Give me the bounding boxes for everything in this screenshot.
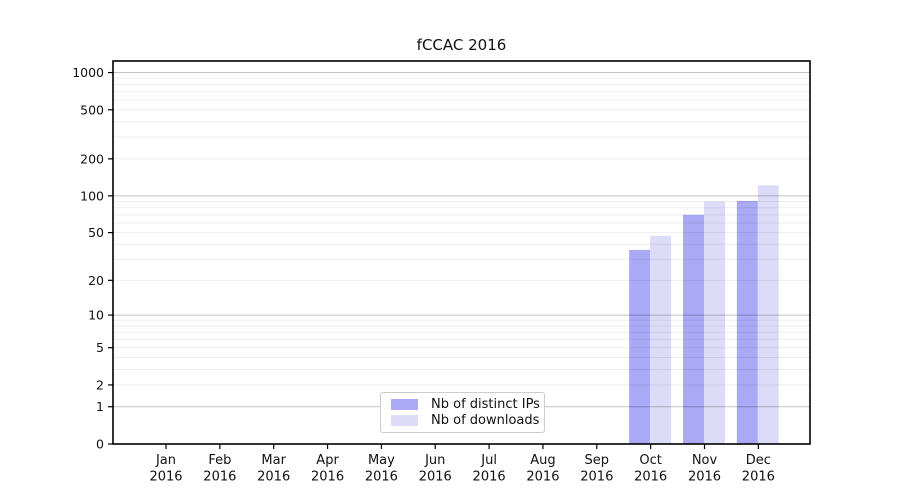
y-tick-label-200: 200	[80, 151, 104, 166]
x-tick-label-year-Dec: 2016	[742, 470, 775, 485]
y-tick-label-10: 10	[88, 308, 104, 323]
x-tick-label-month-Sep: Sep	[585, 453, 610, 468]
y-tick-label-0: 0	[96, 437, 104, 452]
x-tick-label-year-Oct: 2016	[634, 470, 667, 485]
x-tick-label-month-Mar: Mar	[261, 453, 286, 468]
x-tick-label-month-Jan: Jan	[155, 453, 176, 468]
bar-Dec-2016-downloads	[757, 185, 779, 444]
y-tick-label-2: 2	[96, 377, 104, 392]
x-tick-label-year-Feb: 2016	[203, 470, 236, 485]
bar-Oct-2016-ips	[629, 249, 651, 444]
x-tick-label-year-Mar: 2016	[257, 470, 290, 485]
x-tick-label-year-Jan: 2016	[149, 470, 182, 485]
plot-frame	[112, 60, 811, 445]
x-tick-label-year-Jun: 2016	[419, 470, 452, 485]
bar-Nov-2016-downloads	[704, 201, 725, 444]
y-tick-label-20: 20	[88, 273, 104, 288]
x-tick-label-year-Nov: 2016	[688, 470, 721, 485]
x-tick-label-month-Aug: Aug	[530, 453, 555, 468]
y-tick-label-50: 50	[88, 225, 104, 240]
x-tick-label-month-Nov: Nov	[692, 453, 718, 468]
legend-swatch-distinct-ips	[391, 398, 418, 410]
legend-entry-downloads: Nb of downloads	[387, 413, 540, 430]
x-tick-label-month-Feb: Feb	[208, 453, 231, 468]
x-tick-label-year-Sep: 2016	[580, 470, 613, 485]
x-tick-label-month-Jul: Jul	[480, 453, 497, 468]
y-tick-label-1000: 1000	[72, 65, 104, 80]
x-tick-label-year-Aug: 2016	[526, 470, 559, 485]
chart-title: fCCAC 2016	[416, 36, 507, 54]
legend-entry-distinct-ips: Nb of distinct IPs	[387, 396, 540, 413]
x-tick-label-month-Oct: Oct	[639, 453, 661, 468]
x-tick-label-year-May: 2016	[365, 470, 398, 485]
bar-Nov-2016-ips	[683, 214, 704, 444]
legend-box: Nb of distinct IPs Nb of downloads	[380, 392, 545, 433]
legend-label-downloads: Nb of downloads	[431, 413, 540, 429]
x-tick-label-month-Dec: Dec	[746, 453, 771, 468]
x-tick-label-month-Jun: Jun	[424, 453, 445, 468]
y-tick-label-500: 500	[80, 102, 104, 117]
y-tick-label-5: 5	[96, 340, 104, 355]
legend-swatch-downloads	[391, 415, 418, 427]
y-tick-label-1: 1	[96, 399, 104, 414]
x-tick-label-month-Apr: Apr	[316, 453, 339, 468]
y-tick-label-100: 100	[80, 188, 104, 203]
bar-Oct-2016-downloads	[650, 235, 672, 444]
x-tick-label-month-May: May	[368, 453, 395, 468]
x-tick-label-year-Apr: 2016	[311, 470, 344, 485]
x-tick-label-year-Jul: 2016	[473, 470, 506, 485]
legend-label-distinct-ips: Nb of distinct IPs	[431, 396, 540, 412]
bar-Dec-2016-ips	[736, 200, 758, 444]
